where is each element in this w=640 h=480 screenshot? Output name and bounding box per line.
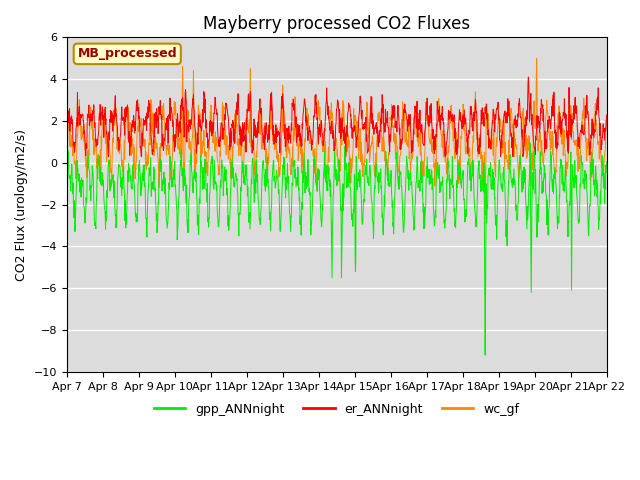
er_ANNnight bbox=[313, 117, 321, 122]
wc_gf bbox=[303, 105, 310, 111]
wc_gf bbox=[532, 55, 540, 61]
gpp_ANNnight bbox=[292, 175, 300, 180]
er_ANNnight bbox=[292, 114, 300, 120]
wc_gf bbox=[313, 151, 321, 156]
wc_gf bbox=[63, 107, 70, 113]
wc_gf bbox=[603, 119, 611, 125]
gpp_ANNnight bbox=[370, 220, 378, 226]
gpp_ANNnight bbox=[313, 180, 321, 185]
wc_gf bbox=[292, 109, 300, 115]
er_ANNnight bbox=[371, 126, 378, 132]
er_ANNnight bbox=[603, 112, 611, 118]
gpp_ANNnight bbox=[104, 159, 112, 165]
er_ANNnight bbox=[303, 127, 311, 132]
er_ANNnight bbox=[127, 144, 134, 149]
Line: er_ANNnight: er_ANNnight bbox=[67, 77, 607, 156]
Text: MB_processed: MB_processed bbox=[77, 48, 177, 60]
wc_gf bbox=[481, 212, 489, 218]
er_ANNnight bbox=[525, 74, 532, 80]
wc_gf bbox=[127, 142, 134, 148]
gpp_ANNnight bbox=[303, 178, 310, 183]
gpp_ANNnight bbox=[603, 159, 611, 165]
wc_gf bbox=[370, 160, 378, 166]
gpp_ANNnight bbox=[481, 352, 489, 358]
Y-axis label: CO2 Flux (urology/m2/s): CO2 Flux (urology/m2/s) bbox=[15, 129, 28, 281]
Line: wc_gf: wc_gf bbox=[67, 58, 607, 215]
Line: gpp_ANNnight: gpp_ANNnight bbox=[67, 143, 607, 355]
wc_gf bbox=[104, 142, 112, 147]
gpp_ANNnight bbox=[63, 172, 70, 178]
gpp_ANNnight bbox=[127, 177, 134, 183]
gpp_ANNnight bbox=[526, 140, 534, 145]
Legend: gpp_ANNnight, er_ANNnight, wc_gf: gpp_ANNnight, er_ANNnight, wc_gf bbox=[149, 398, 524, 421]
er_ANNnight bbox=[63, 107, 70, 113]
Title: Mayberry processed CO2 Fluxes: Mayberry processed CO2 Fluxes bbox=[203, 15, 470, 33]
er_ANNnight bbox=[105, 131, 113, 137]
er_ANNnight bbox=[104, 154, 112, 159]
